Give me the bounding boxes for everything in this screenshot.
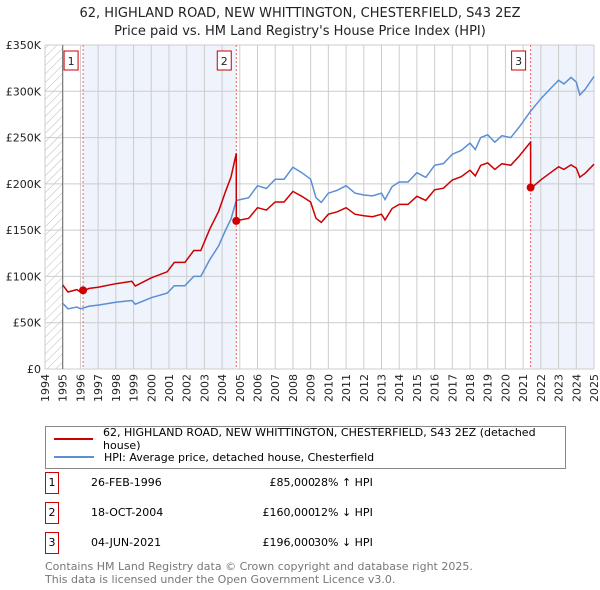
x-tick-label: 1998: [110, 374, 123, 402]
sale-row: 2 18-OCT-2004 £160,000 12% ↓ HPI: [45, 502, 545, 524]
sale-number: 1: [45, 472, 59, 494]
sale-date: 18-OCT-2004: [91, 506, 164, 519]
x-tick-label: 2010: [322, 374, 335, 402]
x-tick-label: 2000: [145, 374, 158, 402]
legend-label-price: 62, HIGHLAND ROAD, NEW WHITTINGTON, CHES…: [103, 426, 536, 452]
x-tick-label: 2018: [464, 374, 477, 402]
sale-label-box: [63, 50, 79, 71]
sale-date: 26-FEB-1996: [91, 476, 162, 489]
sale-row: 3 04-JUN-2021 £196,000 30% ↓ HPI: [45, 532, 545, 554]
x-tick-label: 2008: [287, 374, 300, 402]
x-tick-label: 2016: [429, 374, 442, 402]
sale-label: 1: [68, 55, 75, 68]
sale-hpi-diff: 12% ↓ HPI: [314, 506, 373, 519]
y-tick-label: £350K: [6, 39, 42, 52]
y-tick-label: £0: [27, 363, 41, 376]
x-tick-label: 2003: [198, 374, 211, 402]
x-tick-label: 1999: [128, 374, 141, 402]
x-tick-label: 2013: [375, 374, 388, 402]
sale-label-box: [216, 50, 232, 71]
price-paid-line: [62, 140, 595, 293]
footer-line-1: Contains HM Land Registry data © Crown c…: [45, 560, 473, 573]
x-tick-label: 2011: [340, 374, 353, 402]
x-tick-label: 2020: [499, 374, 512, 402]
x-tick-label: 2015: [411, 374, 424, 402]
x-tick-label: 1995: [57, 374, 70, 402]
shaded-band-1: [83, 45, 237, 369]
shaded-band-2: [530, 45, 594, 369]
legend: 62, HIGHLAND ROAD, NEW WHITTINGTON, CHES…: [45, 426, 566, 469]
chart-title: 62, HIGHLAND ROAD, NEW WHITTINGTON, CHES…: [79, 6, 521, 21]
legend-label-hpi: HPI: Average price, detached house, Ches…: [104, 450, 375, 464]
plot-area: 1994 1995 1996 1997 1998 1999 2000 2001 2002 2003…: [6, 39, 600, 402]
sale-price: £85,000: [269, 476, 316, 489]
x-tick-label: 2014: [393, 374, 406, 402]
y-tick-label: £100K: [6, 270, 42, 283]
x-tick-label: 2004: [216, 374, 229, 402]
sale-point: [526, 183, 535, 192]
pre-data-hatch: [45, 45, 63, 369]
x-tick-label: 2019: [482, 374, 495, 402]
x-tick-label: 2006: [252, 374, 265, 402]
x-tick-label: 2001: [163, 374, 176, 402]
sale-point: [79, 286, 88, 295]
sale-label: 3: [515, 55, 522, 68]
footer-line-2: This data is licensed under the Open Gov…: [45, 573, 396, 586]
sale-point: [232, 216, 241, 225]
x-tick-label: 2009: [305, 374, 318, 402]
sale-label-box: [511, 50, 527, 71]
sale-row: 1 26-FEB-1996 £85,000 28% ↑ HPI: [45, 472, 545, 494]
x-tick-label: 1996: [74, 374, 87, 402]
sale-date: 04-JUN-2021: [91, 536, 162, 549]
x-tick-label: 1994: [39, 374, 52, 402]
sale-price: £160,000: [262, 506, 316, 519]
y-tick-label: £300K: [6, 85, 42, 98]
x-tick-label: 2002: [181, 374, 194, 402]
x-tick-label: 2017: [446, 374, 459, 402]
y-tick-label: £50K: [13, 317, 42, 330]
x-tick-label: 2023: [553, 374, 566, 402]
legend-swatch-hpi: [54, 456, 94, 458]
x-tick-label: 2024: [570, 374, 583, 402]
sale-number: 3: [45, 532, 59, 554]
sale-number: 2: [45, 502, 59, 524]
y-tick-label: £150K: [6, 224, 42, 237]
x-tick-label: 2022: [535, 374, 548, 402]
x-tick-label: 2007: [269, 374, 282, 402]
y-tick-label: £200K: [6, 178, 42, 191]
sale-label: 2: [221, 55, 228, 68]
x-tick-label: 2005: [234, 374, 247, 402]
hpi-line: [62, 76, 595, 310]
sale-hpi-diff: 30% ↓ HPI: [314, 536, 373, 549]
x-tick-label: 2025: [588, 374, 600, 402]
y-tick-label: £250K: [6, 132, 42, 145]
x-tick-label: 2021: [517, 374, 530, 402]
sale-price: £196,000: [262, 536, 316, 549]
x-tick-label: 2012: [358, 374, 371, 402]
x-tick-label: 1997: [92, 374, 105, 402]
sale-hpi-diff: 28% ↑ HPI: [314, 476, 373, 489]
legend-swatch-price: [54, 438, 94, 440]
chart-subtitle: Price paid vs. HM Land Registry's House …: [114, 24, 486, 39]
